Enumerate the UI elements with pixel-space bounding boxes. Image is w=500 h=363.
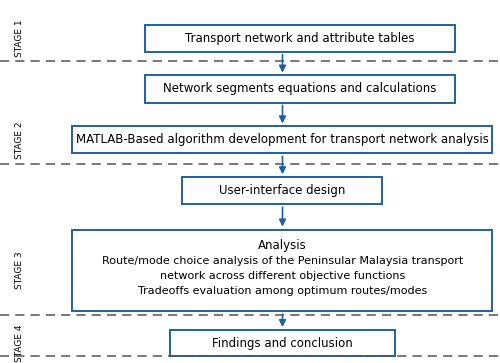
- Text: Route/mode choice analysis of the Peninsular Malaysia transport
network across d: Route/mode choice analysis of the Penins…: [102, 256, 463, 296]
- Text: Analysis: Analysis: [258, 238, 307, 252]
- Text: User-interface design: User-interface design: [220, 184, 346, 197]
- Text: Findings and conclusion: Findings and conclusion: [212, 337, 353, 350]
- FancyBboxPatch shape: [72, 229, 492, 311]
- FancyBboxPatch shape: [145, 75, 455, 102]
- FancyBboxPatch shape: [145, 25, 455, 52]
- Text: STAGE 1: STAGE 1: [16, 19, 24, 57]
- Text: STAGE 4: STAGE 4: [16, 324, 24, 362]
- Text: Network segments equations and calculations: Network segments equations and calculati…: [164, 82, 436, 95]
- Text: STAGE 3: STAGE 3: [16, 252, 24, 289]
- FancyBboxPatch shape: [170, 330, 395, 356]
- Text: STAGE 2: STAGE 2: [16, 121, 24, 159]
- FancyBboxPatch shape: [182, 177, 382, 204]
- FancyBboxPatch shape: [72, 126, 492, 153]
- Text: Transport network and attribute tables: Transport network and attribute tables: [185, 32, 415, 45]
- Text: MATLAB-Based algorithm development for transport network analysis: MATLAB-Based algorithm development for t…: [76, 133, 489, 146]
